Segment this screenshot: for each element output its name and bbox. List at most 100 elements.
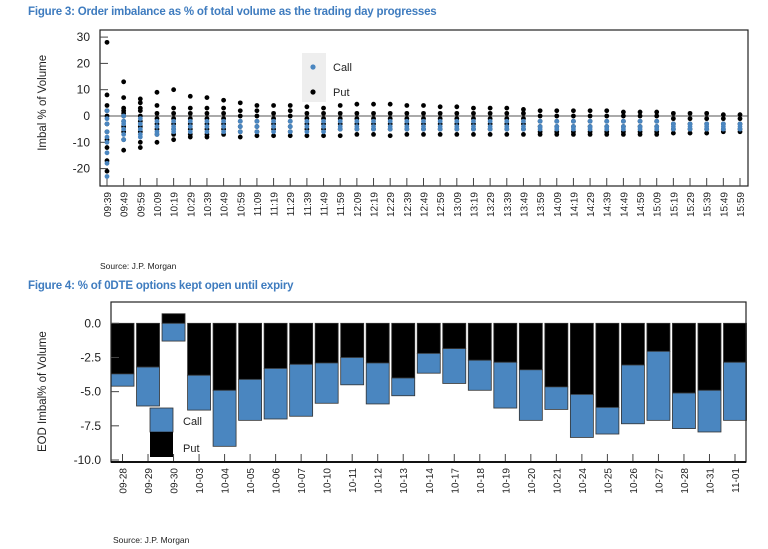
fig3-put-point bbox=[720, 116, 726, 122]
fig3-put-point bbox=[204, 105, 210, 111]
fig3-put-point bbox=[387, 133, 393, 139]
fig3-call-point bbox=[437, 118, 443, 124]
fig3-put-point bbox=[521, 132, 526, 137]
fig3-call-point bbox=[354, 118, 360, 124]
fig3-x-tick-label: 10:19 bbox=[170, 192, 181, 217]
fig3-put-point bbox=[104, 145, 110, 150]
fig3-put-point bbox=[654, 109, 660, 115]
fig4-x-tick-label: 10-19 bbox=[501, 468, 512, 494]
fig4-call-bar bbox=[365, 362, 390, 405]
fig4-x-tick-label: 10-03 bbox=[195, 468, 206, 494]
fig3-put-point bbox=[737, 116, 743, 122]
fig3-call-point bbox=[620, 118, 626, 124]
fig3-x-tick-label: 14:59 bbox=[636, 192, 647, 217]
fig3-x-tick-label: 13:09 bbox=[453, 192, 464, 217]
fig3-call-point bbox=[637, 118, 643, 124]
fig3-call-point bbox=[471, 118, 476, 124]
fig3-put-point bbox=[571, 113, 576, 119]
fig3-y-tick-label: 30 bbox=[77, 30, 91, 44]
fig3-call-point bbox=[421, 126, 426, 132]
fig3-put-point bbox=[454, 132, 460, 137]
fig3-call-point bbox=[287, 129, 293, 135]
fig3-put-point bbox=[604, 132, 610, 137]
fig4-put-bar bbox=[518, 322, 543, 371]
fig3-put-point bbox=[371, 101, 376, 107]
fig3-put-point bbox=[404, 103, 410, 108]
fig3-put-point bbox=[221, 110, 227, 116]
fig4-call-bar bbox=[697, 389, 722, 433]
fig3-put-point bbox=[471, 105, 476, 111]
fig3-put-point bbox=[237, 100, 243, 106]
fig3-call-point bbox=[571, 126, 576, 132]
fig4-legend-call-label: Call bbox=[183, 416, 202, 428]
fig3-put-point bbox=[121, 95, 127, 100]
fig4-call-bar bbox=[672, 392, 696, 429]
fig4-put-bar bbox=[289, 322, 314, 365]
fig3-x-tick-label: 15:09 bbox=[653, 192, 664, 217]
fig3-put-point bbox=[537, 113, 543, 119]
fig3-put-point bbox=[487, 132, 493, 137]
fig4-y-tick-label: 0.0 bbox=[84, 316, 101, 330]
fig3-call-point bbox=[554, 118, 560, 124]
fig4-put-bar bbox=[697, 322, 722, 391]
fig3-x-tick-label: 10:29 bbox=[186, 192, 197, 217]
fig3-call-point bbox=[421, 118, 426, 124]
fig3-put-point bbox=[521, 110, 526, 116]
fig3-put-point bbox=[487, 105, 493, 111]
fig3-put-point bbox=[287, 108, 293, 114]
fig4-call-bar bbox=[161, 322, 186, 342]
fig3-call-point bbox=[287, 118, 293, 124]
fig3-call-point bbox=[137, 121, 143, 127]
fig3-call-point bbox=[304, 129, 310, 135]
fig3-call-point bbox=[471, 126, 476, 132]
fig3-x-tick-label: 12:09 bbox=[353, 192, 364, 217]
fig3-put-point bbox=[287, 103, 293, 108]
fig4-x-tick-label: 10-27 bbox=[654, 468, 665, 494]
fig4-put-bar bbox=[723, 322, 747, 363]
fig3-put-point bbox=[687, 130, 693, 136]
fig4-put-bar bbox=[314, 322, 339, 364]
fig3-call-point bbox=[604, 126, 610, 132]
fig4-x-tick-label: 10-10 bbox=[323, 468, 334, 494]
fig3-legend-call-label: Call bbox=[333, 62, 352, 74]
fig3-call-point bbox=[104, 134, 110, 140]
fig3-call-point bbox=[487, 118, 493, 124]
fig3-put-point bbox=[487, 110, 493, 116]
fig4-call-bar bbox=[314, 362, 339, 404]
fig3-call-point bbox=[354, 126, 360, 132]
fig3-put-point bbox=[271, 133, 276, 139]
fig4-call-bar bbox=[493, 361, 518, 409]
fig4-put-bar bbox=[544, 322, 569, 388]
fig3-call-point bbox=[237, 129, 243, 135]
fig3-put-point bbox=[421, 110, 426, 116]
fig3-x-tick-label: 10:49 bbox=[220, 192, 231, 217]
fig3-put-point bbox=[187, 110, 193, 116]
fig3-x-tick-label: 14:49 bbox=[619, 192, 630, 217]
fig4-put-bar bbox=[467, 322, 492, 361]
fig3-call-point bbox=[171, 129, 177, 135]
fig3-call-point bbox=[137, 126, 143, 132]
fig3-put-point bbox=[604, 108, 610, 114]
fig3-x-tick-label: 14:39 bbox=[603, 192, 614, 217]
fig3-put-point bbox=[321, 133, 326, 139]
fig3-put-point bbox=[154, 103, 160, 108]
fig3-call-point bbox=[187, 118, 193, 124]
fig4-put-bar bbox=[493, 322, 518, 363]
fig4-x-tick-label: 10-11 bbox=[348, 468, 359, 493]
fig3-x-tick-label: 10:39 bbox=[203, 192, 214, 217]
fig3-call-point bbox=[337, 126, 343, 132]
fig3-call-point bbox=[654, 118, 660, 124]
fig3-put-point bbox=[104, 103, 110, 108]
fig3-x-tick-label: 09:39 bbox=[103, 192, 114, 217]
fig3-put-point bbox=[454, 110, 460, 116]
fig3-put-point bbox=[587, 132, 593, 137]
fig4-legend-put-label: Put bbox=[183, 443, 200, 455]
fig3-put-point bbox=[687, 110, 693, 116]
fig3-call-point bbox=[720, 126, 726, 132]
fig4-put-bar bbox=[340, 322, 365, 358]
fig3-put-point bbox=[154, 139, 160, 145]
fig3-put-point bbox=[321, 105, 326, 111]
fig3-put-point bbox=[171, 105, 177, 111]
fig4-x-tick-label: 10-28 bbox=[680, 468, 691, 494]
